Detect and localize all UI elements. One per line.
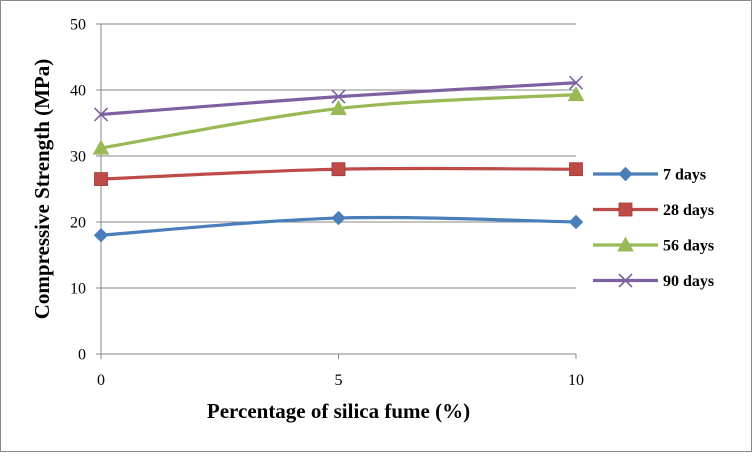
legend-marker-7-days xyxy=(618,166,633,182)
series-lines xyxy=(92,75,585,243)
x-tick-label: 0 xyxy=(97,372,105,389)
gridlines xyxy=(101,23,576,289)
y-tick-label: 10 xyxy=(70,281,86,298)
y-tick-label: 50 xyxy=(70,17,86,34)
y-tick-label: 40 xyxy=(70,83,86,100)
data-point-28-days xyxy=(94,172,108,187)
data-point-56-days xyxy=(330,99,347,115)
legend-label-7-days: 7 days xyxy=(663,167,706,184)
legend-marker-56-days xyxy=(617,236,634,252)
legend-marker-90-days xyxy=(618,273,633,288)
legend-label-90-days: 90 days xyxy=(663,273,714,290)
data-point-28-days xyxy=(331,162,346,177)
data-point-7-days xyxy=(331,210,346,226)
legend: 7 days 28 days 56 days 90 days xyxy=(593,166,714,290)
data-point-90-days xyxy=(568,75,584,90)
y-tick-label: 30 xyxy=(70,149,86,166)
axes: 0 10 20 30 40 50 0 5 10 xyxy=(70,17,584,390)
y-axis-title: Compressive Strength (MPa) xyxy=(30,59,54,320)
legend-marker-28-days xyxy=(618,202,633,217)
y-tick-label: 0 xyxy=(78,347,86,364)
x-axis-title: Percentage of silica fume (%) xyxy=(207,399,470,423)
y-tick-label: 20 xyxy=(70,215,86,232)
data-point-56-days xyxy=(567,86,585,102)
x-tick-label: 5 xyxy=(335,372,343,389)
data-point-90-days xyxy=(331,89,346,104)
data-point-7-days xyxy=(568,214,584,230)
data-point-28-days xyxy=(569,162,583,177)
data-point-56-days xyxy=(92,139,110,155)
legend-label-56-days: 56 days xyxy=(663,238,714,255)
legend-label-28-days: 28 days xyxy=(663,202,714,219)
data-point-7-days xyxy=(93,227,109,243)
data-point-90-days xyxy=(93,107,109,122)
x-tick-label: 10 xyxy=(568,372,584,389)
